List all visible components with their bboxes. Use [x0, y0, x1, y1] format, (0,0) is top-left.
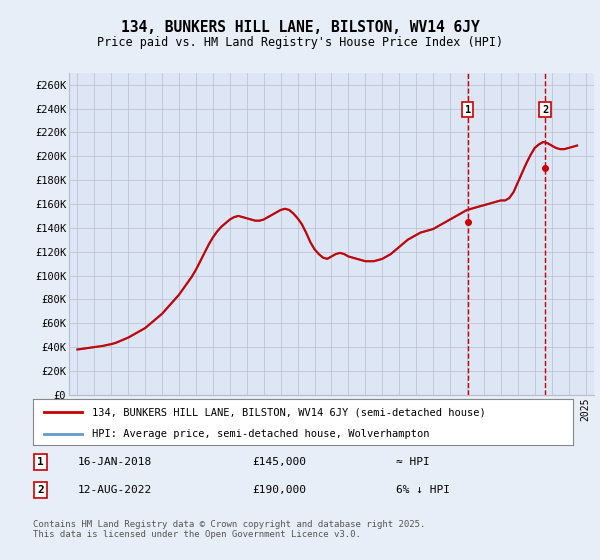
Text: Price paid vs. HM Land Registry's House Price Index (HPI): Price paid vs. HM Land Registry's House …	[97, 36, 503, 49]
Text: 2: 2	[542, 105, 548, 115]
Text: Contains HM Land Registry data © Crown copyright and database right 2025.
This d: Contains HM Land Registry data © Crown c…	[33, 520, 425, 539]
Text: HPI: Average price, semi-detached house, Wolverhampton: HPI: Average price, semi-detached house,…	[92, 429, 430, 438]
Text: 6% ↓ HPI: 6% ↓ HPI	[396, 485, 450, 495]
Text: 16-JAN-2018: 16-JAN-2018	[78, 457, 152, 467]
Text: £145,000: £145,000	[252, 457, 306, 467]
Text: 2: 2	[37, 485, 44, 495]
Text: 134, BUNKERS HILL LANE, BILSTON, WV14 6JY (semi-detached house): 134, BUNKERS HILL LANE, BILSTON, WV14 6J…	[92, 407, 486, 417]
Text: 134, BUNKERS HILL LANE, BILSTON, WV14 6JY: 134, BUNKERS HILL LANE, BILSTON, WV14 6J…	[121, 20, 479, 35]
Text: 1: 1	[37, 457, 44, 467]
Text: 12-AUG-2022: 12-AUG-2022	[78, 485, 152, 495]
Text: ≈ HPI: ≈ HPI	[396, 457, 430, 467]
Text: 1: 1	[464, 105, 471, 115]
Text: £190,000: £190,000	[252, 485, 306, 495]
